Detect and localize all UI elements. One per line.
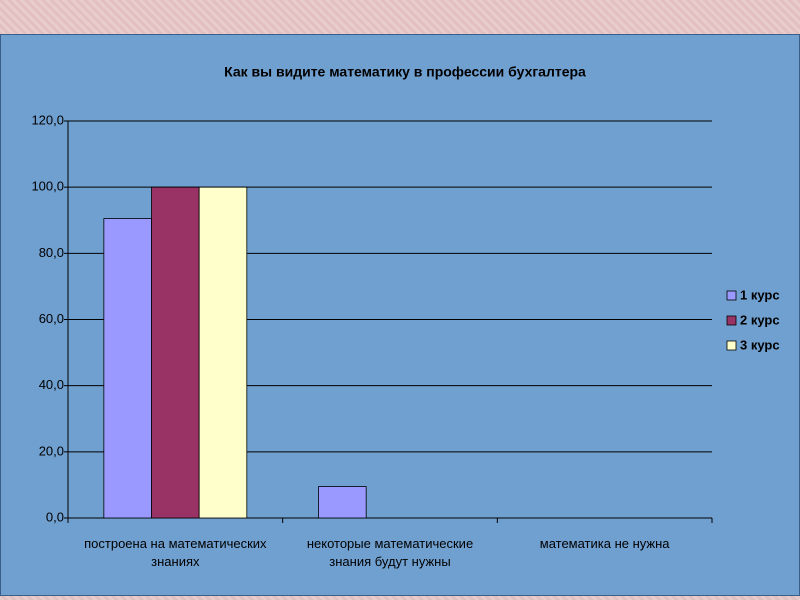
x-tick-label: некоторые математические знания будут ну… xyxy=(306,536,474,569)
y-tick-label: 100,0 xyxy=(31,179,64,194)
legend-swatch xyxy=(726,340,737,351)
legend-label: 3 курс xyxy=(740,337,780,352)
bar xyxy=(103,218,152,519)
chart-title: Как вы видите математику в профессии бух… xyxy=(224,64,586,80)
bar xyxy=(198,186,248,519)
bar xyxy=(151,186,200,519)
y-tick-label: 0,0 xyxy=(46,509,64,524)
y-tick-label: 40,0 xyxy=(39,377,64,392)
y-tick-label: 60,0 xyxy=(39,311,64,326)
y-tick-label: 120,0 xyxy=(31,112,64,127)
legend-swatch xyxy=(726,290,737,301)
y-tick-label: 20,0 xyxy=(39,443,64,458)
x-tick-label: математика не нужна xyxy=(539,536,670,551)
bar xyxy=(318,486,367,519)
legend-swatch xyxy=(726,315,737,326)
x-tick-label: построена на математических знаниях xyxy=(84,536,267,569)
legend-label: 1 курс xyxy=(740,287,780,302)
y-tick-label: 80,0 xyxy=(39,245,64,260)
legend-label: 2 курс xyxy=(740,312,780,327)
